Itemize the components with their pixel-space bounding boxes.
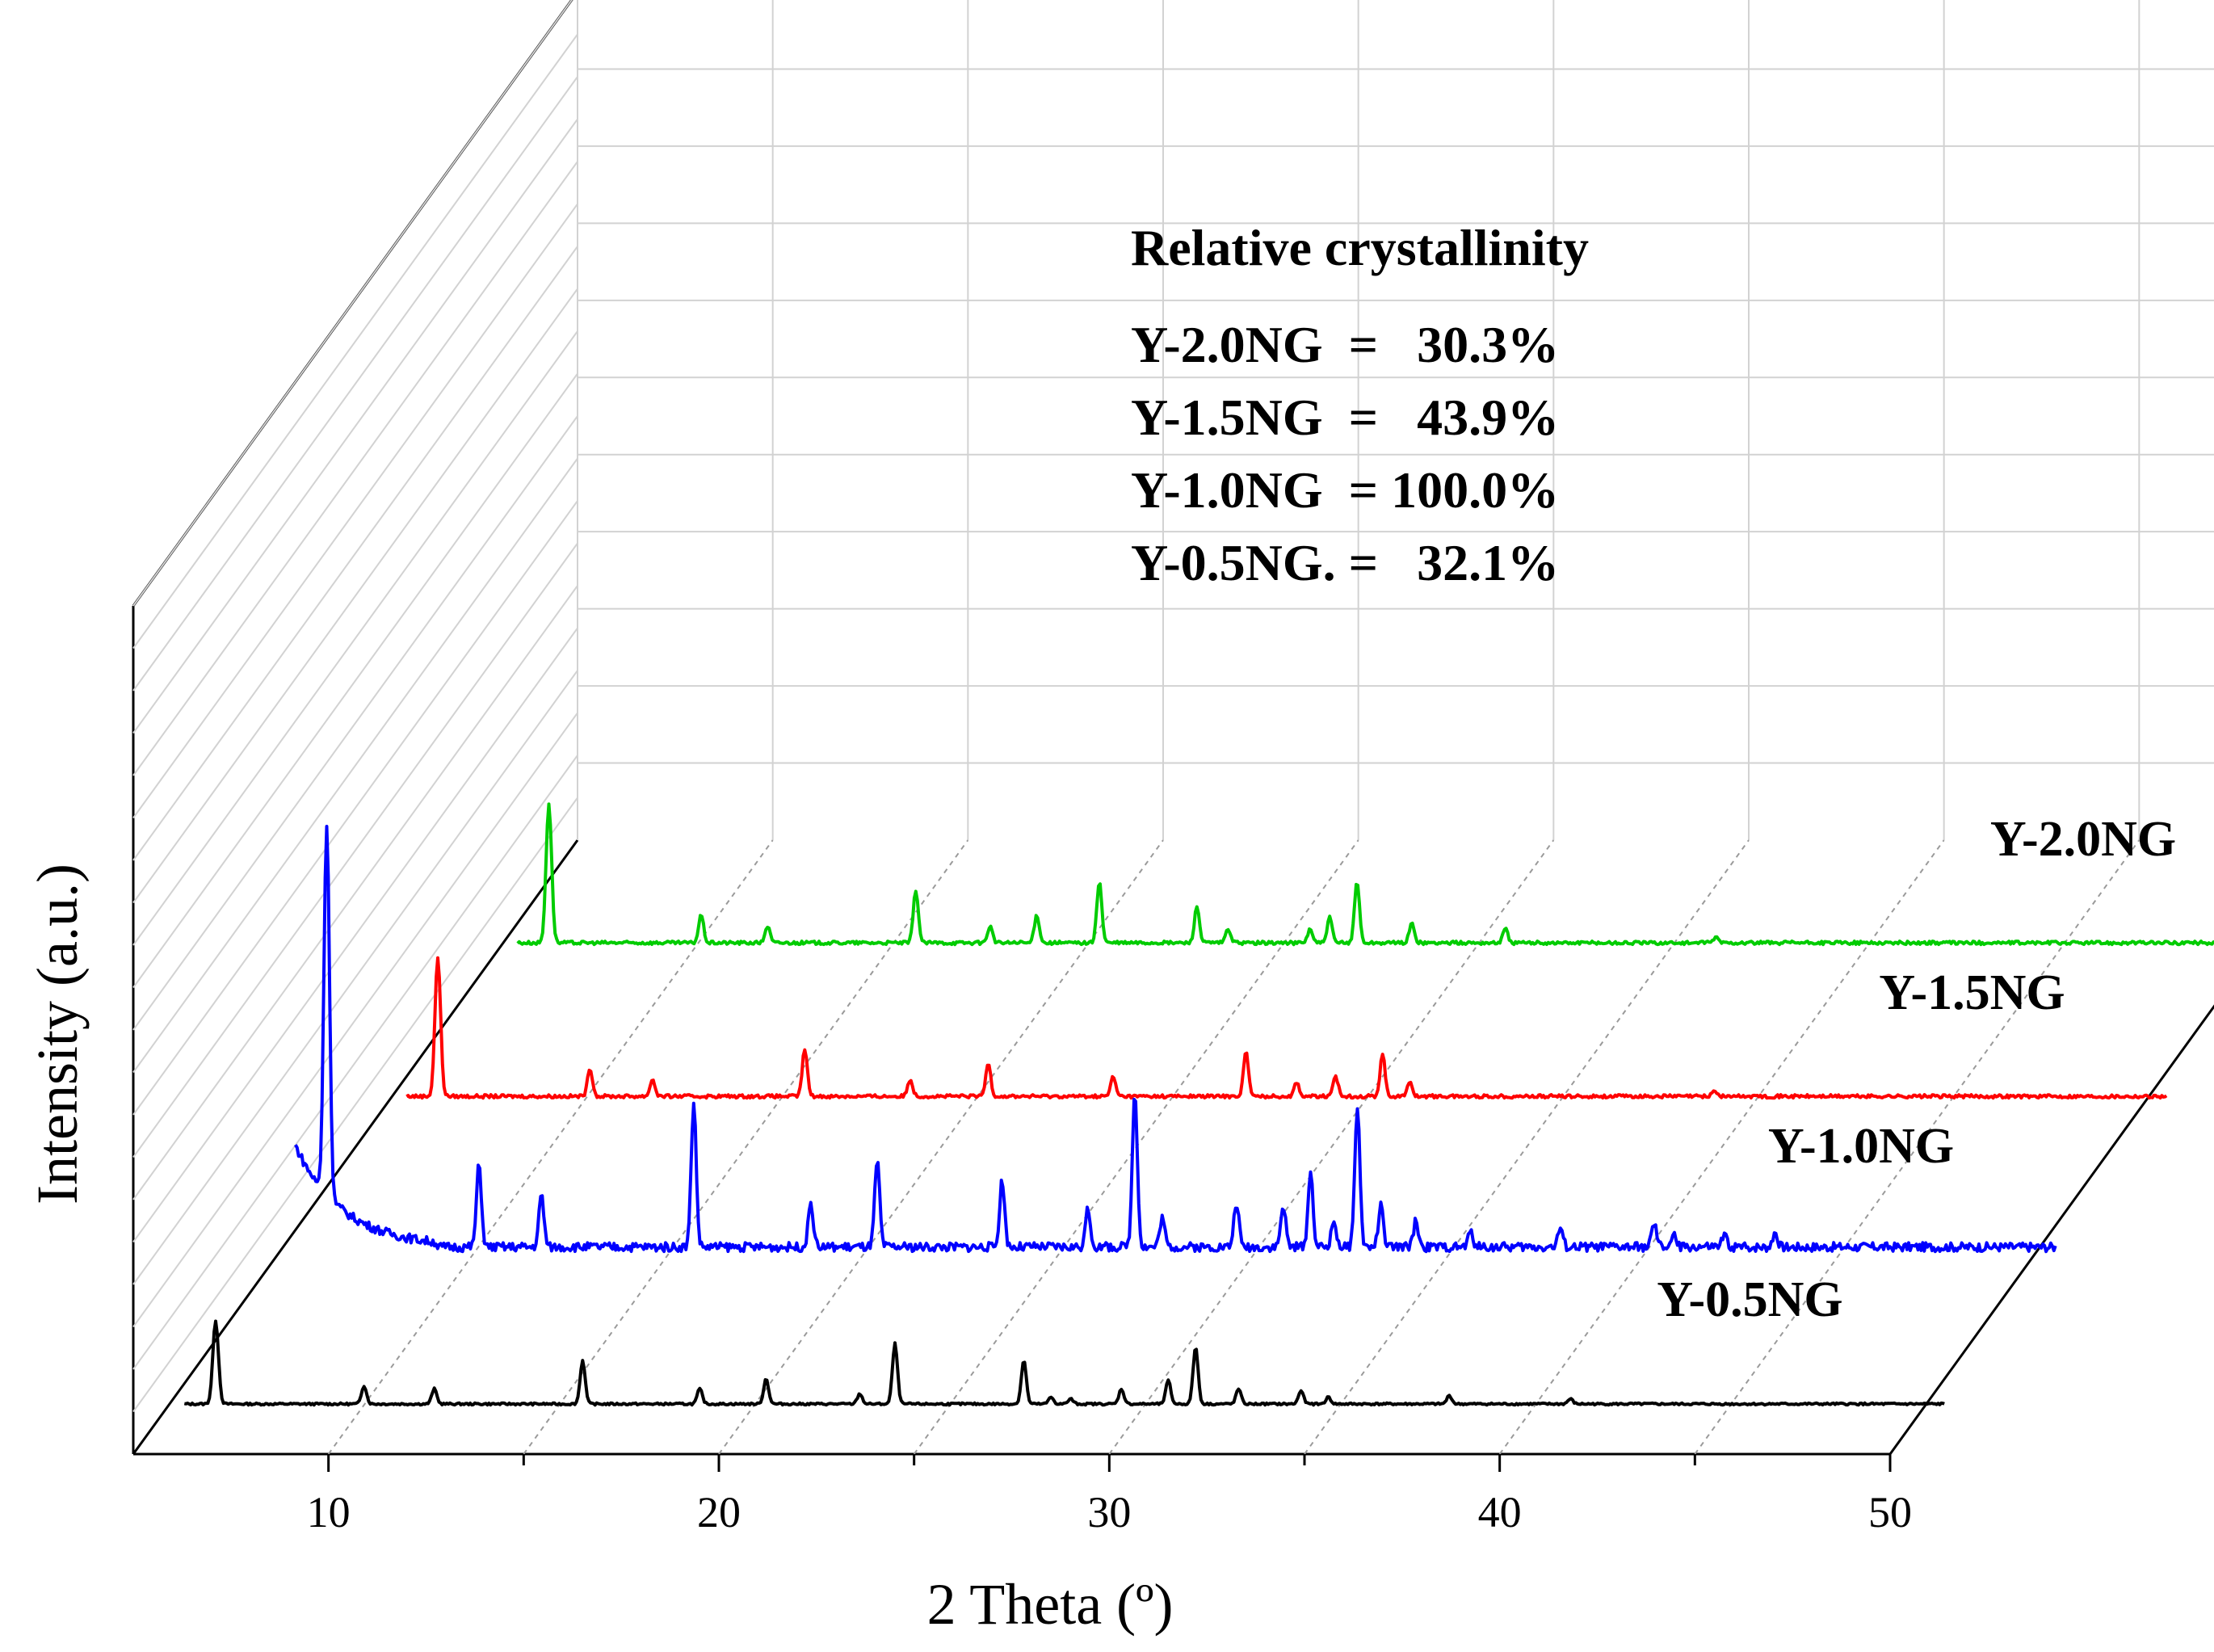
series-label-y-05ng: Y-0.5NG	[1657, 1272, 1842, 1327]
side-wall-gridline	[132, 797, 578, 1413]
side-wall-gridline	[132, 330, 578, 946]
x-tick-label: 20	[697, 1488, 741, 1536]
side-wall-gridline	[132, 542, 578, 1158]
side-wall-gridline	[132, 288, 578, 904]
x-tick-label: 50	[1868, 1488, 1912, 1536]
side-wall-gridline	[132, 203, 578, 819]
side-wall-gridline	[132, 670, 578, 1285]
annotation-line-y15: Y-1.5NG = 43.9%	[1131, 389, 1559, 446]
x-axis-title: 2 Theta (º)	[927, 1572, 1174, 1637]
series-line-y-20ng	[516, 802, 2214, 947]
side-wall-gridline	[132, 76, 578, 691]
side-wall-gridline	[132, 372, 578, 989]
side-wall-gridline	[132, 161, 578, 776]
annotation-line-y10: Y-1.0NG = 100.0%	[1131, 461, 1559, 519]
series-line-y-05ng	[183, 1319, 1945, 1407]
chart-axes: 10 20 30 40 50	[307, 1454, 1912, 1536]
series-line-y-10ng	[294, 825, 2057, 1254]
series-line-y-15ng	[405, 956, 2168, 1100]
series-label-y-15ng: Y-1.5NG	[1879, 965, 2065, 1020]
side-wall-gridline	[132, 585, 578, 1200]
floor-gridline	[1304, 839, 1750, 1455]
side-wall-gridline	[132, 627, 578, 1243]
y-axis-title: Intensity (a.u.)	[25, 864, 90, 1204]
side-wall-gridline	[132, 755, 578, 1370]
x-tick-label: 30	[1087, 1488, 1131, 1536]
x-tick-label: 40	[1478, 1488, 1522, 1536]
side-wall-gridline	[132, 246, 578, 861]
side-wall-gridline	[132, 500, 578, 1116]
side-wall-gridline	[132, 415, 578, 1031]
side-wall-gridline	[132, 457, 578, 1074]
x-tick-label: 10	[307, 1488, 351, 1536]
chart-grid	[132, 0, 2214, 1455]
floor-gridline	[327, 839, 774, 1455]
series-label-y-20ng: Y-2.0NG	[1990, 812, 2176, 867]
right-floor-edge	[1888, 1004, 2214, 1455]
chart-series: Y-2.0NG Y-1.5NG Y-1.0NG Y-0.5NG	[183, 802, 2214, 1407]
crystallinity-annotation: Relative crystallinity Y-2.0NG = 30.3% Y…	[1131, 219, 1589, 591]
annotation-title: Relative crystallinity	[1131, 219, 1589, 276]
floor-gridline	[523, 839, 969, 1455]
side-wall-gridline	[132, 712, 578, 1328]
side-bottom-edge	[132, 839, 579, 1455]
annotation-line-y05: Y-0.5NG. = 32.1%	[1131, 534, 1559, 591]
floor-gridline	[718, 839, 1164, 1455]
side-wall-gridline	[132, 0, 573, 607]
side-wall-gridline	[132, 118, 578, 734]
series-label-y-10ng: Y-1.0NG	[1768, 1119, 1954, 1174]
side-wall-gridline	[132, 33, 578, 649]
annotation-line-y20: Y-2.0NG = 30.3%	[1131, 316, 1559, 373]
floor-gridline	[1108, 839, 1555, 1455]
